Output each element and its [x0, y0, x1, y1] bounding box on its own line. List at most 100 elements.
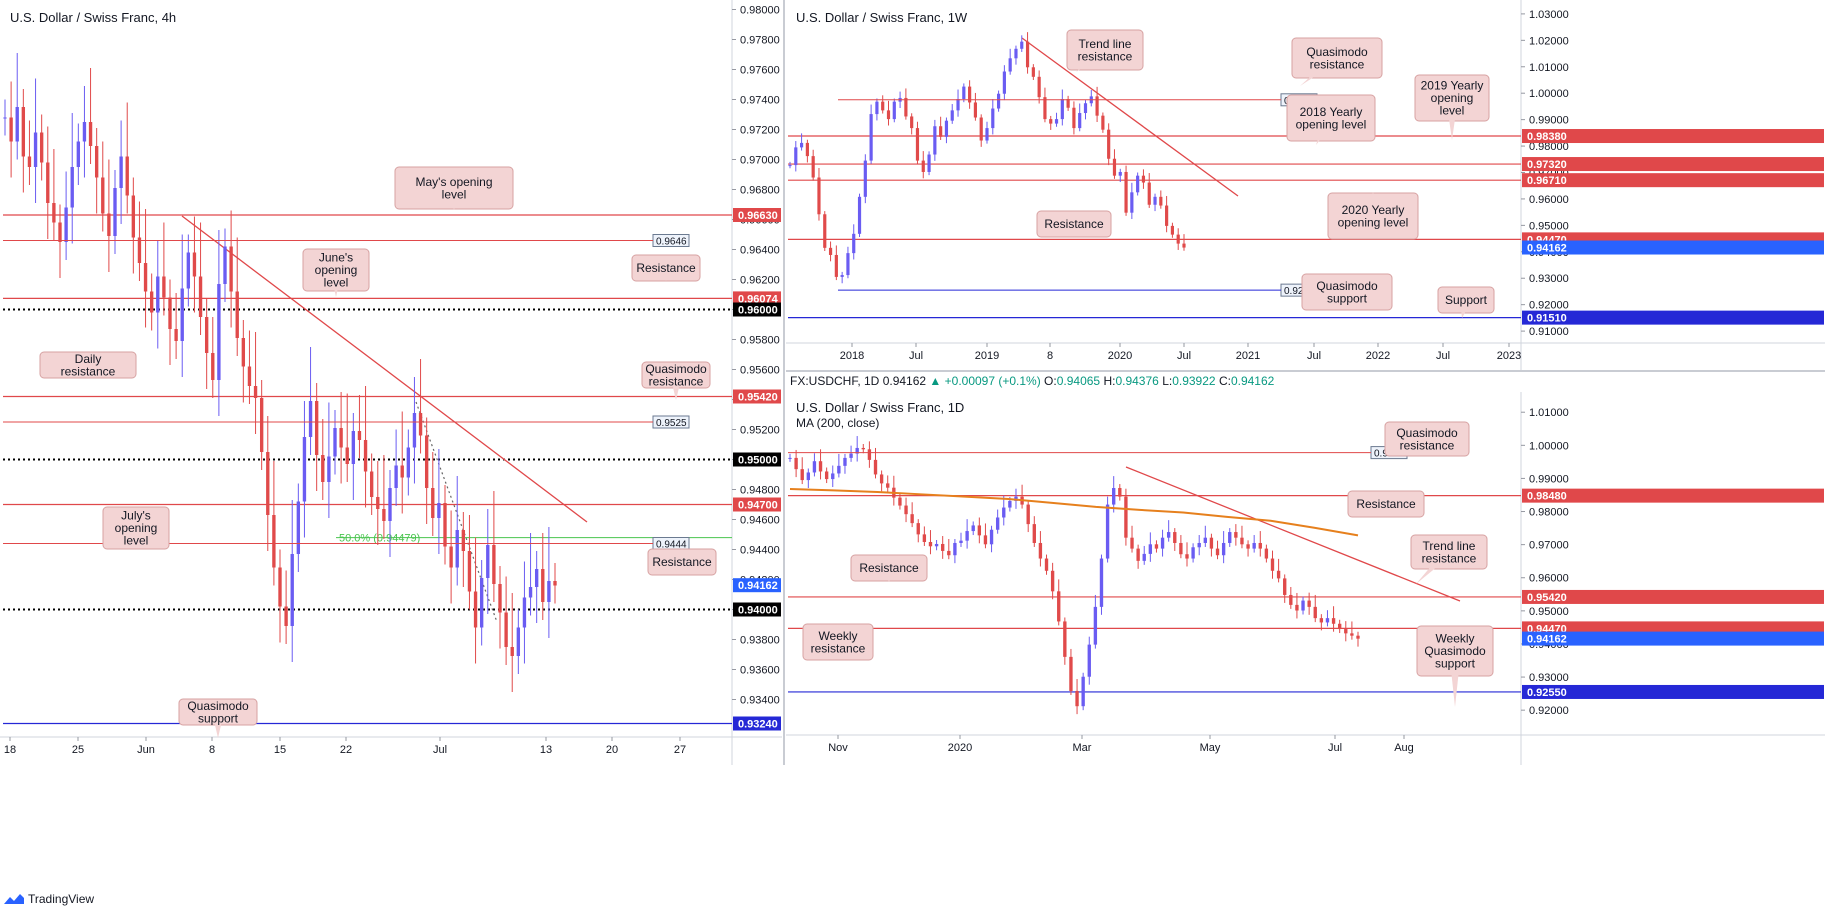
- annotation-text: July's opening level: [115, 509, 158, 548]
- candle-body: [947, 550, 951, 556]
- ma-200-line: [789, 488, 1359, 537]
- candle-body: [928, 541, 933, 547]
- candle-body: [875, 101, 879, 115]
- candle-body: [927, 154, 931, 172]
- chart-1w[interactable]: 1.03000 1.02000 1.01000 1.00000 0.99000 0.980…: [786, 0, 1825, 370]
- annotation-text: Quasimodo resistance: [1306, 45, 1368, 72]
- chart-panel-4h[interactable]: 0.98000 0.97800 0.97600 0.97400 0.97200 0.970…: [0, 0, 782, 765]
- candle-body: [431, 488, 435, 518]
- candle-body: [1270, 558, 1275, 571]
- candle-body: [989, 529, 994, 545]
- annotation-callout: Daily resistance: [39, 351, 137, 379]
- level-price-tag: [1522, 589, 1824, 604]
- candle-body: [1185, 554, 1189, 559]
- candle-body: [794, 147, 798, 166]
- candle-body: [1112, 488, 1116, 505]
- annotation-callout: Quasimodo support: [1301, 273, 1393, 311]
- candle-body: [1049, 119, 1053, 124]
- candle-body: [1153, 196, 1157, 205]
- candle-body: [290, 554, 294, 626]
- candle-body: [1240, 537, 1244, 545]
- candle-body: [247, 366, 252, 386]
- candle-body: [1182, 243, 1186, 248]
- candle-body: [1020, 41, 1024, 49]
- annotation-callout: 2018 Yearly opening level: [1286, 94, 1376, 145]
- annotation-text: Weekly Quasimodo support: [1424, 632, 1486, 671]
- candle-body: [363, 440, 368, 472]
- candle-body: [811, 156, 815, 178]
- annotation-text: 2019 Yearly opening level: [1421, 79, 1484, 118]
- candle-body: [204, 317, 209, 353]
- candle-body: [418, 413, 423, 436]
- candle-body: [1093, 606, 1098, 645]
- level-price-label: 0.96710: [1527, 175, 1567, 187]
- candle-body: [198, 276, 203, 317]
- candle-body: [119, 156, 123, 188]
- current-price-label: 0.94162: [1527, 634, 1567, 646]
- symbol-change: ▲ +0.00097 (+0.1%): [929, 374, 1041, 388]
- candle-body: [892, 101, 896, 120]
- level-price-tag: [1522, 684, 1824, 699]
- candle-body: [1307, 600, 1311, 607]
- x-tick-label: Jul: [1328, 742, 1342, 754]
- annotation-fill: [180, 700, 256, 724]
- round-number-label: 0.95000: [738, 455, 778, 467]
- candle-body: [58, 222, 62, 242]
- candle-body: [991, 108, 995, 129]
- annotation-fill: [643, 363, 709, 387]
- chart-4h[interactable]: 0.98000 0.97800 0.97600 0.97400 0.97200 0.970…: [0, 0, 782, 765]
- annotation-fill: [633, 256, 699, 280]
- candle-body: [1252, 542, 1256, 549]
- candle-body: [376, 497, 380, 509]
- candle-body: [794, 457, 798, 470]
- candle-body: [327, 456, 331, 482]
- chart-panel-1w[interactable]: 1.03000 1.02000 1.01000 1.00000 0.99000 0.980…: [786, 0, 1825, 370]
- y-tick-label: 0.95800: [740, 335, 780, 347]
- candle-body: [1002, 71, 1006, 94]
- candle-body: [162, 276, 166, 298]
- brand-logo[interactable]: TradingView: [4, 892, 94, 906]
- candle-body: [449, 546, 453, 568]
- chart-panel-1d[interactable]: 1.01000 1.00000 0.99000 0.98000 0.97000 0.960…: [786, 392, 1825, 765]
- y-tick-label: 0.93800: [740, 635, 780, 647]
- candle-body: [1289, 594, 1293, 605]
- symbol-low: 0.93922: [1172, 374, 1216, 388]
- candle-body: [837, 465, 841, 474]
- candle-body: [939, 126, 943, 137]
- candle-body: [1344, 629, 1348, 634]
- y-tick-label: 1.00000: [1529, 440, 1569, 452]
- annotation-callout: Trend line resistance: [1410, 534, 1488, 584]
- candle-body: [1356, 635, 1360, 639]
- candle-body: [1147, 182, 1151, 205]
- candle-body: [915, 128, 920, 161]
- candle-body: [1043, 97, 1047, 120]
- annotation-callout: 2020 Yearly opening level: [1327, 192, 1419, 240]
- chart-1d[interactable]: 1.01000 1.00000 0.99000 0.98000 0.97000 0.960…: [786, 392, 1825, 765]
- candle-body: [1118, 488, 1122, 497]
- annotation-fill: [104, 508, 168, 548]
- level-price-tag: [733, 291, 781, 306]
- candle-body: [314, 401, 319, 455]
- candle-body: [1170, 225, 1175, 235]
- candle-body: [1264, 548, 1269, 559]
- candle-body: [898, 497, 902, 506]
- y-tick-label: 0.99000: [1529, 115, 1569, 127]
- candle-body: [867, 449, 872, 460]
- x-tick-label: 27: [674, 744, 686, 756]
- candle-body: [1209, 537, 1214, 549]
- annotation-text: May's opening level: [415, 175, 492, 202]
- candle-body: [910, 514, 914, 524]
- candle-body: [1008, 58, 1012, 72]
- y-tick-label: 0.98000: [1529, 141, 1569, 153]
- y-tick-label: 1.02000: [1529, 35, 1569, 47]
- annotation-fill: [649, 550, 715, 574]
- candle-body: [39, 132, 44, 163]
- candle-body: [863, 160, 867, 197]
- candle-body: [1112, 158, 1117, 176]
- annotation-text: Resistance: [1356, 497, 1416, 511]
- candle-body: [333, 428, 337, 457]
- candle-body: [1179, 542, 1183, 555]
- level-price-tag: [733, 208, 781, 222]
- candle-body: [21, 107, 26, 157]
- candle-body: [1234, 532, 1238, 538]
